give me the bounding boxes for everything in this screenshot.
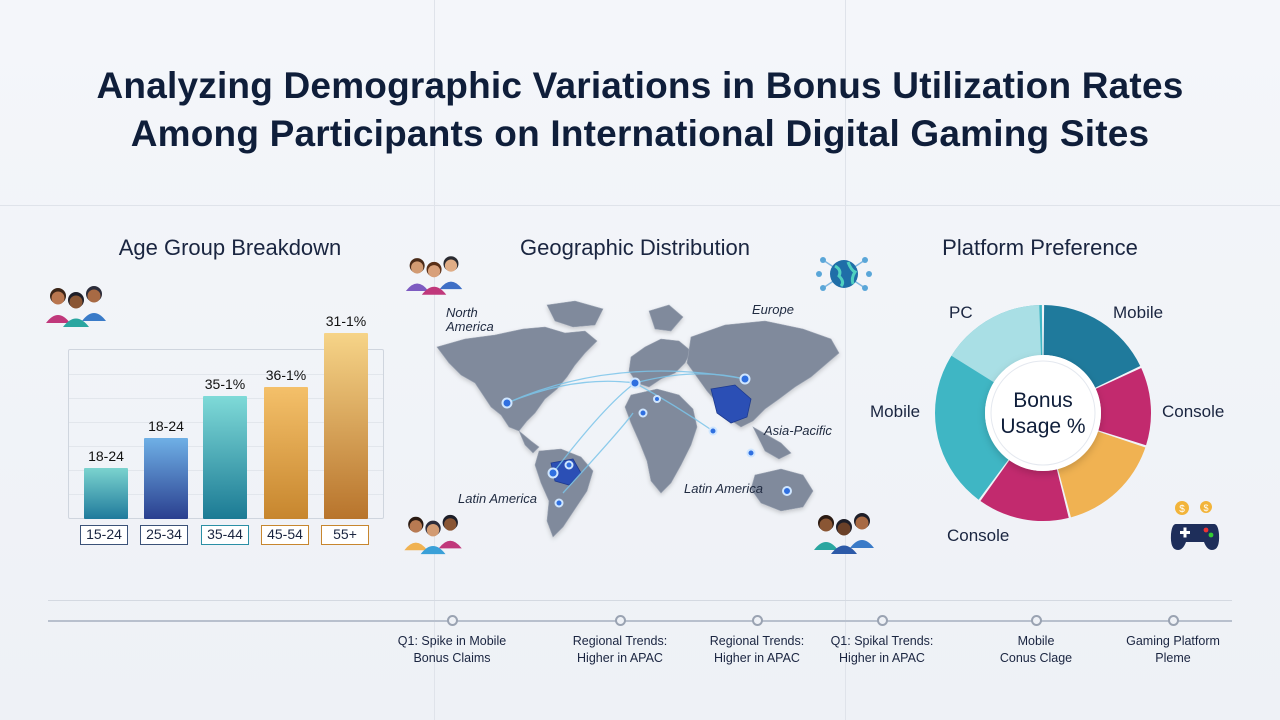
people-group-icon (404, 253, 466, 297)
timeline-dot[interactable] (1031, 615, 1042, 626)
timeline-item: Gaming Platform Pleme (1103, 633, 1243, 667)
donut-label-pc: PC (949, 303, 973, 323)
timeline-item-line2: Pleme (1103, 650, 1243, 667)
age-section-title: Age Group Breakdown (60, 235, 400, 261)
globe-network-icon (815, 252, 873, 296)
page-title: Analyzing Demographic Variations in Bonu… (0, 62, 1280, 158)
timeline-dot[interactable] (615, 615, 626, 626)
timeline-item-line2: Bonus Claims (382, 650, 522, 667)
svg-text:$: $ (1203, 503, 1208, 513)
timeline-item-line2: Higher in APAC (550, 650, 690, 667)
map-label-asia-pacific: Asia-Pacific (764, 423, 832, 438)
title-line-1: Analyzing Demographic Variations in Bonu… (96, 65, 1183, 106)
bar-25-34 (144, 438, 188, 519)
bar-15-24 (84, 468, 128, 519)
timeline-item: Regional Trends: Higher in APAC (687, 633, 827, 667)
platform-section-title: Platform Preference (900, 235, 1180, 261)
timeline-dot[interactable] (752, 615, 763, 626)
title-line-2: Among Participants on International Digi… (131, 113, 1150, 154)
timeline-item-line1: Q1: Spike in Mobile (382, 633, 522, 650)
timeline-item-line1: Q1: Spikal Trends: (812, 633, 952, 650)
category-label: 35-44 (201, 525, 249, 545)
timeline-item-line2: Higher in APAC (687, 650, 827, 667)
donut-label-console-bottom: Console (947, 526, 1009, 546)
geo-section-title: Geographic Distribution (480, 235, 790, 261)
donut-label-mobile-top: Mobile (1113, 303, 1163, 323)
timeline-item: Regional Trends: Higher in APAC (550, 633, 690, 667)
map-label-latin-america-2: Latin America (684, 481, 763, 496)
category-label: 55+ (321, 525, 369, 545)
timeline-item: Q1: Spike in Mobile Bonus Claims (382, 633, 522, 667)
donut-label-mobile-left: Mobile (870, 402, 920, 422)
bar-35-44 (203, 396, 247, 519)
map-label-latin-america: Latin America (458, 491, 537, 506)
timeline-item: Q1: Spikal Trends: Higher in APAC (812, 633, 952, 667)
bar-55+ (324, 333, 368, 519)
timeline-line (48, 620, 1232, 622)
map-label-north-america: North America (446, 306, 494, 334)
category-label: 25-34 (140, 525, 188, 545)
timeline-item-line2: Higher in APAC (812, 650, 952, 667)
bar-value-label: 35-1% (190, 376, 260, 392)
donut-label-console-right: Console (1162, 402, 1224, 422)
bar-value-label: 31-1% (311, 313, 381, 329)
timeline-item-line1: Mobile (966, 633, 1106, 650)
gamepad-coins-icon: $ $ (1168, 498, 1222, 554)
svg-text:$: $ (1179, 504, 1185, 515)
timeline-item-line1: Regional Trends: (550, 633, 690, 650)
category-label: 15-24 (80, 525, 128, 545)
category-label: 45-54 (261, 525, 309, 545)
timeline-item: Mobile Conus Clage (966, 633, 1106, 667)
timeline-dot[interactable] (447, 615, 458, 626)
people-group-icon (44, 283, 110, 329)
timeline-dot[interactable] (877, 615, 888, 626)
map-label-europe: Europe (752, 302, 794, 317)
world-map (435, 295, 845, 545)
timeline-guide (48, 600, 1232, 601)
timeline-item-line1: Regional Trends: (687, 633, 827, 650)
bar-value-label: 18-24 (71, 448, 141, 464)
bar-value-label: 18-24 (131, 418, 201, 434)
bar-45-54 (264, 387, 308, 519)
donut-center-label: Bonus Usage % (983, 388, 1103, 440)
timeline-dot[interactable] (1168, 615, 1179, 626)
timeline-item-line1: Gaming Platform (1103, 633, 1243, 650)
bar-value-label: 36-1% (251, 367, 321, 383)
divider-header (0, 205, 1280, 206)
timeline-item-line2: Conus Clage (966, 650, 1106, 667)
